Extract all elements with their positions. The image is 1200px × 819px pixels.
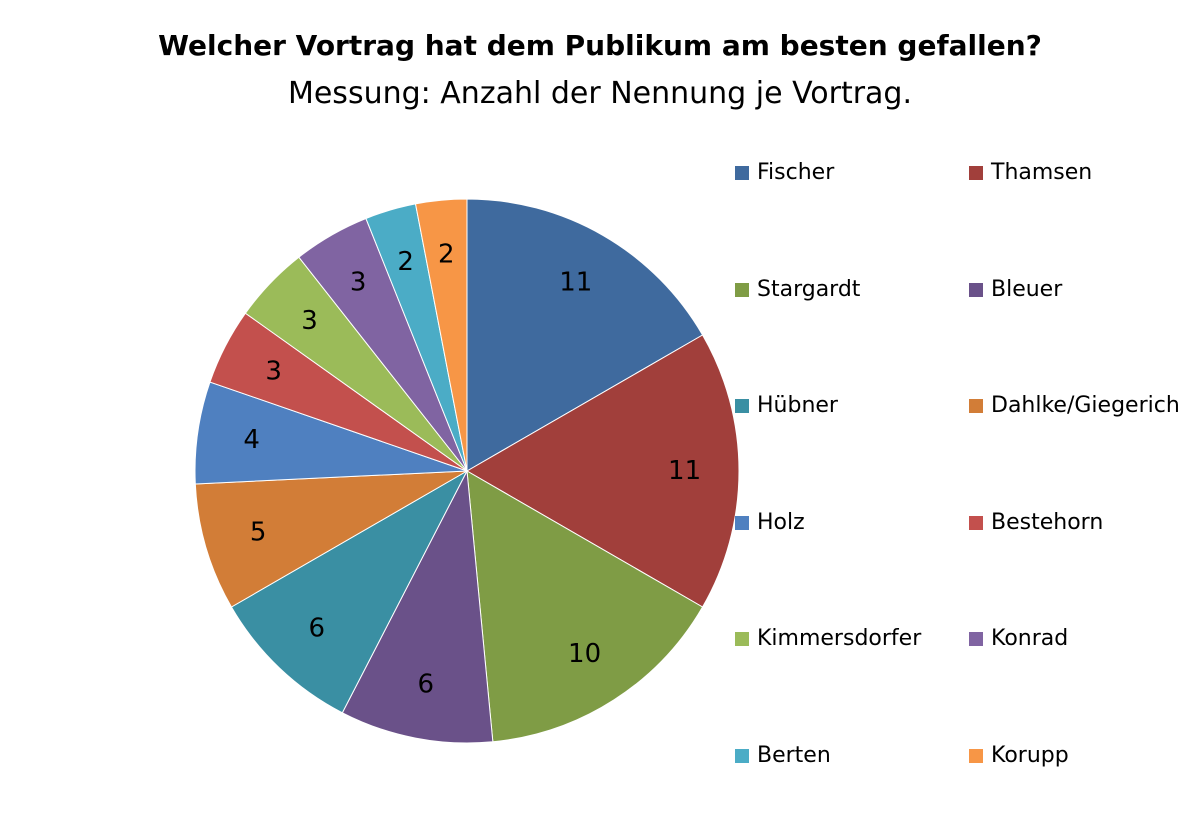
legend-label: Dahlke/Giegerich: [991, 393, 1180, 418]
legend-swatch: [735, 632, 749, 646]
legend-label: Hübner: [757, 393, 838, 418]
legend-item-berten: Berten: [735, 743, 831, 769]
data-label-korupp: 2: [438, 239, 455, 269]
legend-swatch: [735, 166, 749, 180]
legend-label: Fischer: [757, 160, 835, 185]
data-label-dahlke-giegerich: 5: [250, 517, 267, 547]
legend-label: Stargardt: [757, 276, 861, 302]
legend-item-konrad: Konrad: [969, 626, 1068, 652]
legend-item-hubner: Hübner: [735, 393, 838, 419]
legend-swatch: [969, 282, 983, 297]
data-label-bestehorn: 3: [265, 356, 282, 386]
pie-slice-fischer: [466, 198, 704, 472]
legend-item-thamsen: Thamsen: [969, 160, 1092, 186]
legend-swatch: [735, 282, 749, 297]
data-label-hubner: 6: [309, 614, 326, 644]
legend-item-holz: Holz: [735, 510, 805, 536]
data-label-kimmersdorfer: 3: [301, 306, 318, 336]
legend-label: Berten: [757, 742, 831, 768]
legend-label: Holz: [757, 509, 805, 535]
pie-slice-dahlke-giegerich: [194, 470, 468, 608]
legend-swatch: [969, 515, 983, 530]
legend-label: Bestehorn: [991, 509, 1104, 535]
pie-slices: [194, 198, 740, 744]
legend-label: Konrad: [991, 626, 1069, 651]
legend-item-dahlke-giegerich: Dahlke/Giegerich: [969, 393, 1180, 419]
legend-item-stargardt: Stargardt: [735, 277, 860, 303]
data-label-thamsen: 11: [668, 456, 701, 486]
legend-label: Korupp: [991, 742, 1069, 768]
data-label-berten: 2: [397, 247, 414, 277]
legend-swatch: [969, 748, 983, 763]
chart-subtitle: Messung: Anzahl der Nennung je Vortrag.: [287, 76, 913, 111]
legend-label: Bleuer: [991, 276, 1063, 302]
data-label-fischer: 11: [559, 268, 592, 298]
pie-slice-thamsen: [465, 334, 740, 608]
legend-item-korupp: Korupp: [969, 743, 1069, 769]
legend-swatch: [735, 748, 749, 763]
legend-label: Kimmersdorfer: [757, 626, 922, 651]
data-label-holz: 4: [243, 425, 260, 455]
data-label-stargardt: 10: [568, 639, 601, 669]
legend-item-bleuer: Bleuer: [969, 277, 1062, 303]
legend-swatch: [969, 632, 983, 646]
legend-label: Thamsen: [991, 160, 1093, 185]
pie-slice-hubner: [230, 469, 469, 714]
legend-item-fischer: Fischer: [735, 160, 834, 186]
legend-swatch: [969, 166, 983, 180]
pie-slice-bleuer: [341, 469, 494, 744]
legend-swatch: [735, 399, 749, 413]
legend-item-bestehorn: Bestehorn: [969, 510, 1103, 536]
pie-slice-stargardt: [466, 470, 704, 743]
legend-swatch: [969, 399, 983, 413]
data-label-bleuer: 6: [418, 670, 435, 700]
legend-swatch: [735, 515, 749, 530]
legend-item-kimmersdorfer: Kimmersdorfer: [735, 626, 921, 652]
pie-slice-korupp: [414, 198, 468, 472]
data-label-konrad: 3: [350, 268, 367, 298]
chart-title: Welcher Vortrag hat dem Publikum am best…: [158, 29, 1042, 62]
